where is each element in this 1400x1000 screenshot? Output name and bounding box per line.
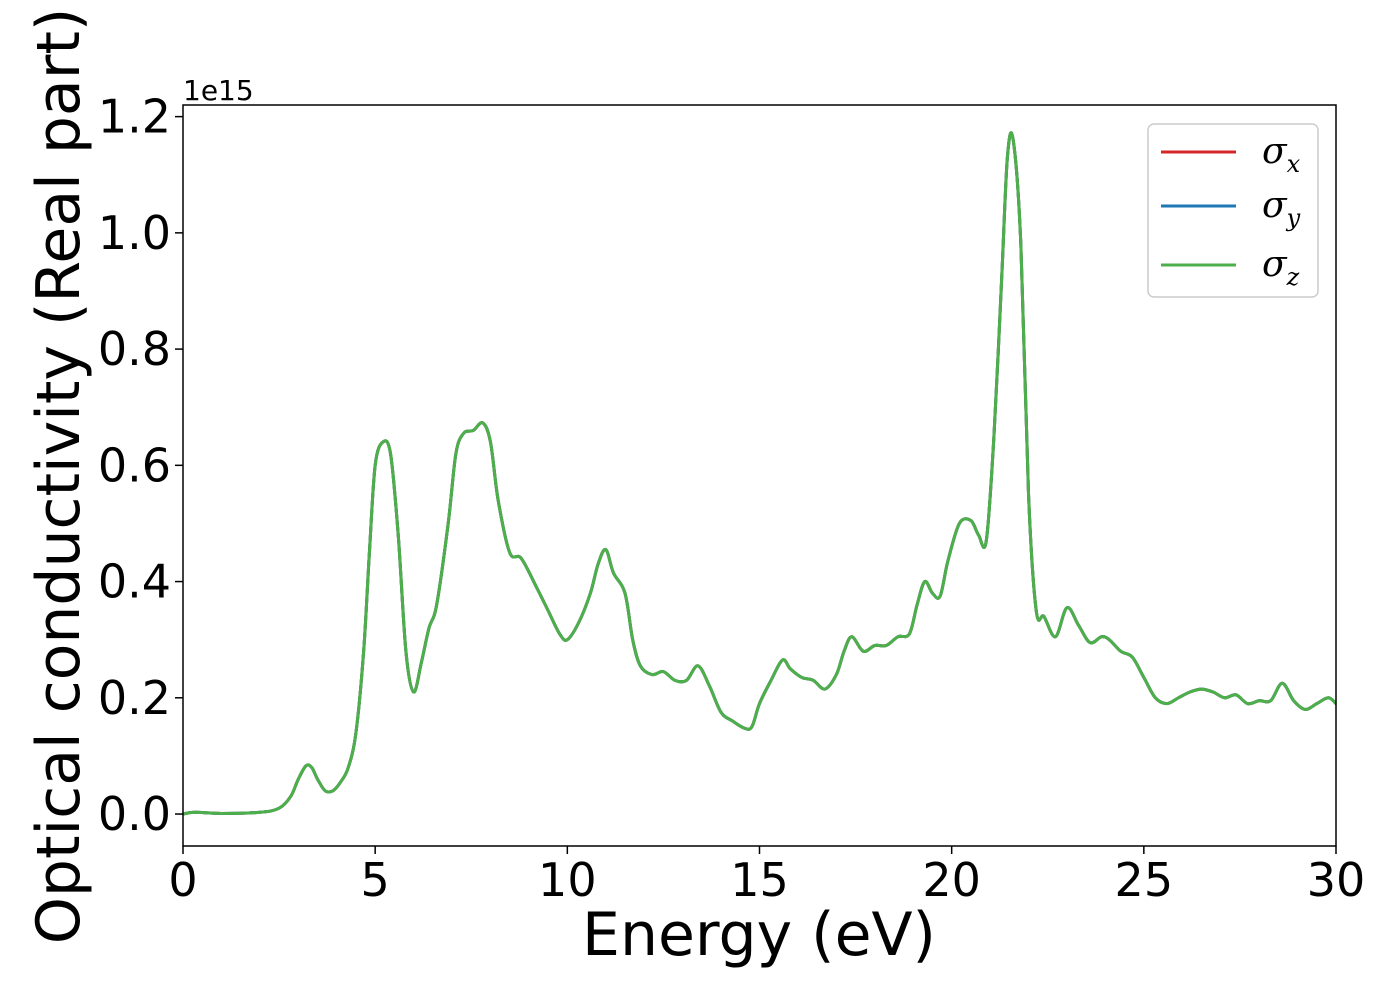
x-tick-label: 10: [538, 853, 597, 907]
x-axis: 0 5 10 15 20 25 30: [168, 846, 1365, 907]
legend-box: [1147, 123, 1319, 298]
legend-symbol: σ: [1262, 185, 1288, 226]
x-tick-label: 25: [1115, 853, 1174, 907]
x-tick-label: 20: [922, 853, 981, 907]
legend-label-x: σx: [1262, 131, 1301, 178]
legend-subscript: y: [1286, 204, 1301, 232]
x-tick-label: 0: [168, 853, 197, 907]
y-tick-label: 0.2: [98, 671, 171, 725]
y-tick-label: 1.2: [98, 90, 171, 144]
x-tick-label: 15: [730, 853, 789, 907]
y-offset-text: 1e15: [183, 74, 254, 107]
legend-symbol: σ: [1262, 131, 1288, 172]
x-tick-label: 5: [361, 853, 390, 907]
y-tick-label: 0.0: [98, 787, 171, 841]
series-layer: [183, 131, 1336, 816]
y-axis-title: Optical conductivity (Real part): [24, 8, 94, 945]
y-tick-label: 0.8: [98, 322, 171, 376]
y-tick-label: 1.0: [98, 206, 171, 260]
legend-label-y: σy: [1262, 185, 1301, 232]
legend-subscript: x: [1287, 150, 1301, 178]
legend-symbol: σ: [1262, 244, 1288, 285]
legend-label-z: σz: [1262, 244, 1300, 291]
series-line-z: [183, 131, 1336, 816]
y-tick-label: 0.4: [98, 555, 171, 609]
y-tick-label: 0.6: [98, 438, 171, 492]
legend-subscript: z: [1286, 263, 1300, 291]
x-axis-title: Energy (eV): [582, 900, 936, 970]
y-axis: 0.0 0.2 0.4 0.6 0.8 1.0 1.2: [98, 90, 183, 841]
x-tick-label: 30: [1307, 853, 1366, 907]
